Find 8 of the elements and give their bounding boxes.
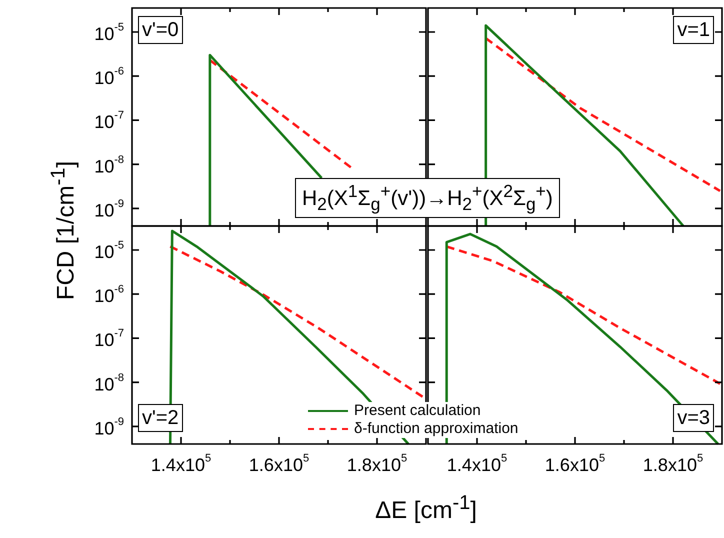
legend-label: Present calculation bbox=[352, 402, 483, 420]
annotation: v=1 bbox=[673, 16, 714, 44]
text: H$_{2}$(X$^{1}$Σ$_{g}$$^{+}$(v'))→H$_{2}$$^{+}$(X$^{2}$Σ$_{g}$$^{+}$) bbox=[302, 181, 553, 214]
annotation: v'=0 bbox=[138, 16, 183, 44]
annotation: v=3 bbox=[673, 404, 714, 432]
x-axis-title: ΔE [cm$^{-1}$] bbox=[374, 492, 478, 525]
annotation: v'=2 bbox=[138, 404, 183, 432]
legend-label: δ-function approximation bbox=[352, 420, 520, 438]
